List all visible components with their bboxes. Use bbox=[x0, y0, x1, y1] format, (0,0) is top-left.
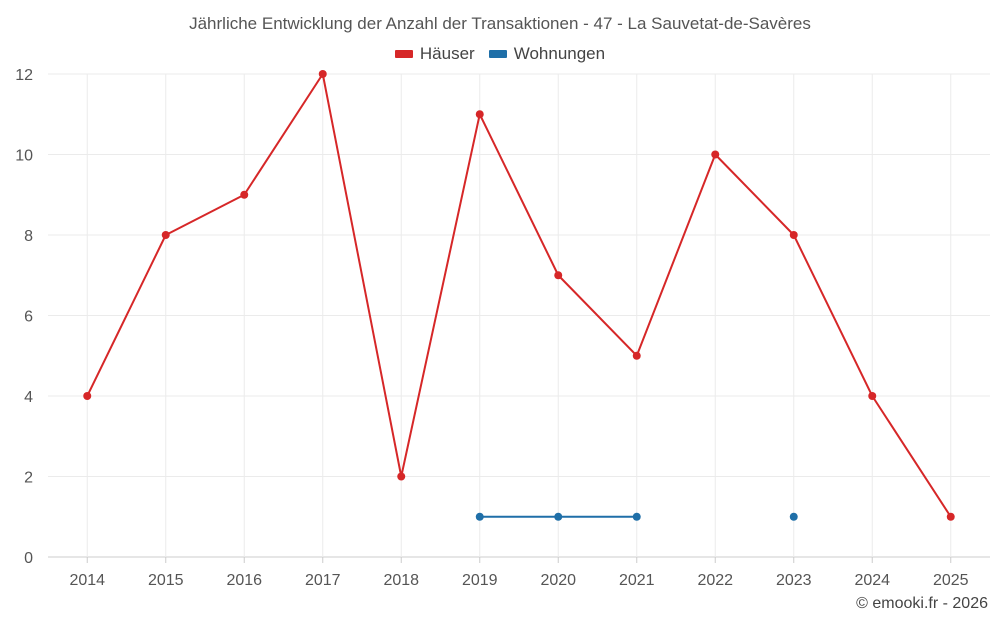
series-line-haeuser bbox=[86, 73, 952, 518]
data-point-haeuser bbox=[397, 472, 406, 481]
legend-swatch-haeuser bbox=[394, 50, 413, 58]
data-point-haeuser bbox=[946, 512, 955, 521]
data-point-wohnungen bbox=[632, 512, 641, 521]
x-tick-label: 2018 bbox=[383, 572, 419, 589]
y-tick-label: 10 bbox=[15, 148, 33, 165]
y-tick-label: 8 bbox=[24, 228, 33, 245]
y-tick-label: 2 bbox=[24, 470, 33, 487]
x-tick-label: 2016 bbox=[226, 572, 262, 589]
data-point-haeuser bbox=[554, 271, 563, 280]
x-tick-label: 2017 bbox=[305, 572, 341, 589]
data-point-haeuser bbox=[161, 231, 170, 239]
data-point-haeuser bbox=[83, 392, 92, 400]
legend-item-wohnungen[interactable]: Wohnungen bbox=[488, 44, 606, 64]
legend-label-wohnungen: Wohnungen bbox=[513, 44, 606, 63]
data-point-haeuser bbox=[318, 70, 327, 78]
data-point-wohnungen bbox=[554, 512, 563, 521]
data-point-haeuser bbox=[868, 392, 877, 400]
x-tick-label: 2025 bbox=[933, 572, 969, 589]
y-tick-label: 12 bbox=[15, 67, 33, 84]
data-point-wohnungen bbox=[789, 512, 798, 521]
x-tick-label: 2019 bbox=[462, 572, 498, 589]
x-tick-label: 2020 bbox=[540, 572, 576, 589]
data-point-haeuser bbox=[711, 150, 720, 159]
legend-swatch-wohnungen bbox=[488, 50, 507, 58]
y-tick-label: 4 bbox=[24, 389, 33, 406]
data-point-haeuser bbox=[240, 190, 249, 199]
x-tick-label: 2014 bbox=[69, 572, 105, 589]
chart-title: Jährliche Entwicklung der Anzahl der Tra… bbox=[189, 14, 811, 33]
data-point-wohnungen bbox=[475, 512, 484, 521]
x-tick-label: 2021 bbox=[619, 572, 655, 589]
y-tick-label: 6 bbox=[24, 309, 33, 326]
data-point-haeuser bbox=[475, 110, 484, 119]
copyright-text: © emooki.fr - 2026 bbox=[856, 595, 988, 612]
x-tick-label: 2023 bbox=[776, 572, 812, 589]
data-point-haeuser bbox=[789, 231, 798, 239]
x-tick-label: 2024 bbox=[854, 572, 890, 589]
legend-label-haeuser: Häuser bbox=[419, 44, 475, 63]
y-tick-label: 0 bbox=[24, 550, 33, 567]
chart-legend: Häuser Wohnungen bbox=[0, 44, 1000, 64]
data-point-haeuser bbox=[632, 351, 641, 360]
legend-item-haeuser[interactable]: Häuser bbox=[394, 44, 475, 64]
x-tick-label: 2022 bbox=[697, 572, 733, 589]
x-tick-label: 2015 bbox=[148, 572, 184, 589]
